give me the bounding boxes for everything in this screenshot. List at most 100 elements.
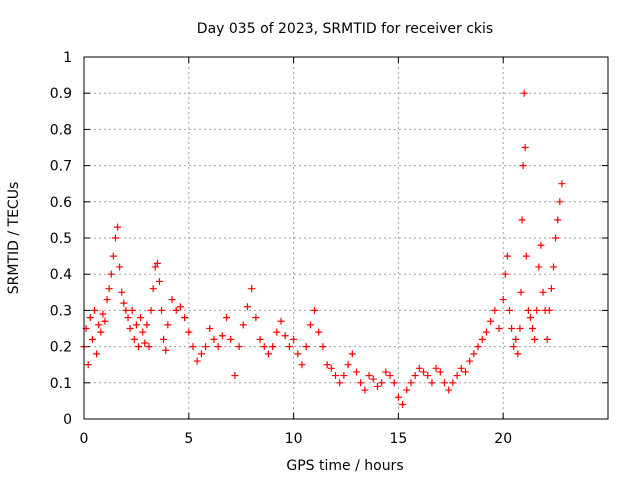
data-point (302, 343, 310, 351)
data-point (223, 314, 231, 322)
data-point (281, 332, 289, 340)
data-point (139, 328, 147, 336)
x-tick-label: 15 (389, 431, 407, 447)
data-point (128, 306, 136, 314)
data-point (116, 263, 124, 271)
data-point (415, 364, 423, 372)
data-point (514, 350, 522, 358)
data-point (181, 314, 189, 322)
data-point (365, 372, 373, 380)
data-point (403, 386, 411, 394)
data-point (252, 314, 260, 322)
data-point (510, 343, 518, 351)
data-point (495, 325, 503, 332)
data-point (145, 343, 153, 351)
data-point (522, 252, 530, 260)
y-tick-label: 0.4 (50, 267, 72, 283)
data-point (449, 379, 457, 387)
data-point (550, 263, 558, 271)
data-point (248, 285, 256, 293)
tick-labels: 00.10.20.30.40.50.60.70.80.910 5 10 15 20 (50, 50, 512, 447)
data-point (269, 343, 277, 351)
y-tick-label: 0 (63, 412, 72, 428)
data-point (86, 314, 94, 322)
data-point (149, 285, 157, 293)
data-point (93, 350, 101, 358)
data-point (470, 350, 478, 358)
y-tick-label: 0.2 (50, 340, 72, 356)
y-tick-label: 0.3 (50, 303, 72, 319)
data-point (501, 270, 509, 278)
data-point (556, 198, 564, 206)
data-point (231, 372, 239, 380)
data-point (189, 343, 197, 351)
data-point (290, 335, 298, 343)
data-point (508, 325, 516, 332)
data-point (518, 216, 526, 224)
data-point (298, 361, 306, 369)
data-point (109, 252, 117, 260)
data-point (206, 325, 214, 332)
data-point (99, 310, 107, 318)
data-point (164, 321, 172, 329)
data-point (137, 314, 145, 322)
data-point (503, 252, 511, 260)
data-point (357, 379, 365, 387)
data-point (141, 339, 149, 347)
data-point (155, 277, 163, 285)
data-point (524, 306, 532, 314)
data-point (122, 306, 130, 314)
data-point (210, 335, 218, 343)
data-point (277, 317, 285, 325)
data-point (547, 285, 555, 293)
data-point (505, 306, 513, 314)
data-point (466, 357, 474, 365)
data-point (432, 364, 440, 372)
data-point (436, 368, 444, 376)
data-point (533, 306, 541, 314)
data-point (197, 350, 205, 358)
data-point (545, 306, 553, 314)
data-point (126, 325, 134, 332)
data-point (97, 328, 105, 336)
data-point (227, 335, 235, 343)
data-point (147, 306, 155, 314)
data-point (202, 343, 210, 351)
data-point (306, 321, 314, 329)
data-point (348, 350, 356, 358)
data-point (399, 401, 407, 409)
data-point (332, 372, 340, 380)
data-point (158, 306, 166, 314)
data-point (474, 343, 482, 351)
data-point (214, 343, 222, 351)
data-point (134, 343, 142, 351)
data-point (373, 382, 381, 390)
data-point (84, 361, 92, 369)
x-tick-label: 10 (285, 431, 303, 447)
data-point (352, 368, 360, 376)
x-axis-label: GPS time / hours (286, 458, 403, 474)
data-point (319, 343, 327, 351)
y-tick-label: 0.5 (50, 231, 72, 247)
x-tick-label: 20 (494, 431, 512, 447)
data-point (558, 180, 566, 188)
data-point (407, 379, 415, 387)
data-point (369, 375, 377, 383)
data-point (491, 306, 499, 314)
data-point (95, 321, 103, 329)
data-point (340, 372, 348, 380)
data-point (235, 343, 243, 351)
data-point (411, 372, 419, 380)
data-point (143, 321, 151, 329)
data-point (176, 303, 184, 311)
data-point (130, 335, 138, 343)
data-point (521, 144, 529, 151)
data-point (101, 317, 109, 325)
data-point (103, 296, 111, 304)
y-tick-label: 0.9 (50, 86, 72, 102)
data-point (153, 259, 161, 267)
data-point (552, 234, 560, 242)
data-point (519, 162, 527, 170)
data-point (294, 350, 302, 358)
